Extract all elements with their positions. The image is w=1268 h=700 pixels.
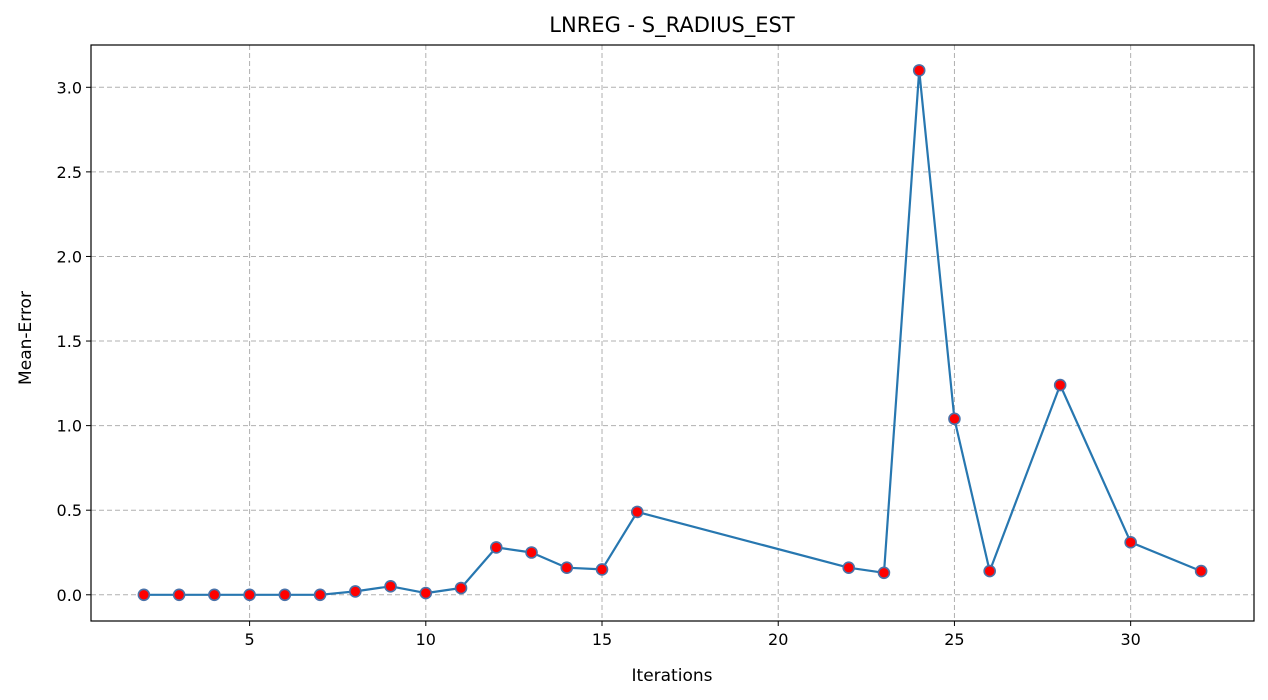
y-tick-label: 3.0 <box>57 78 82 97</box>
y-tick-label: 2.0 <box>57 247 82 266</box>
x-tick-label: 20 <box>768 630 788 649</box>
x-tick-label: 15 <box>592 630 612 649</box>
data-point <box>1053 378 1067 392</box>
data-point <box>877 566 891 580</box>
x-axis-label: Iterations <box>632 666 713 686</box>
data-point <box>349 585 362 598</box>
x-tick-label: 5 <box>244 630 254 649</box>
data-point <box>137 588 151 602</box>
x-tick-label: 30 <box>1120 630 1140 649</box>
data-point <box>630 505 644 519</box>
data-point <box>208 588 221 602</box>
y-tick-label: 1.5 <box>57 332 82 351</box>
data-point <box>278 588 292 602</box>
data-point <box>1194 564 1208 578</box>
x-tick-label: 25 <box>944 630 964 649</box>
y-tick-label: 2.5 <box>57 163 82 182</box>
data-point <box>419 586 433 600</box>
data-point <box>595 563 609 576</box>
data-point <box>1124 536 1137 549</box>
data-point <box>243 588 256 602</box>
y-tick-label: 1.0 <box>57 417 82 436</box>
data-point <box>454 581 468 595</box>
data-point <box>912 64 926 77</box>
point-layer <box>137 64 1208 602</box>
plot-frame <box>90 44 1255 622</box>
data-point <box>489 541 503 554</box>
y-tick-label: 0.5 <box>57 501 82 520</box>
data-point <box>842 561 856 575</box>
grid-layer <box>91 45 1254 621</box>
series-line <box>143 69 1202 596</box>
tick-layer: 5 10 15 20 25 30 0.0 0.5 1.0 1.5 2.0 2.5 3.0 <box>57 78 1141 649</box>
data-point <box>983 564 996 578</box>
data-point <box>313 588 327 602</box>
data-point <box>172 588 186 602</box>
chart-title: LNREG - S_RADIUS_EST <box>549 13 795 38</box>
y-tick-label: 0.0 <box>57 586 82 605</box>
line-layer <box>143 69 1202 596</box>
x-tick-label: 10 <box>416 630 436 649</box>
y-axis-label: Mean-Error <box>16 291 36 385</box>
data-point <box>384 580 397 593</box>
data-point <box>560 561 574 575</box>
data-point <box>525 546 538 559</box>
data-point <box>948 412 961 426</box>
